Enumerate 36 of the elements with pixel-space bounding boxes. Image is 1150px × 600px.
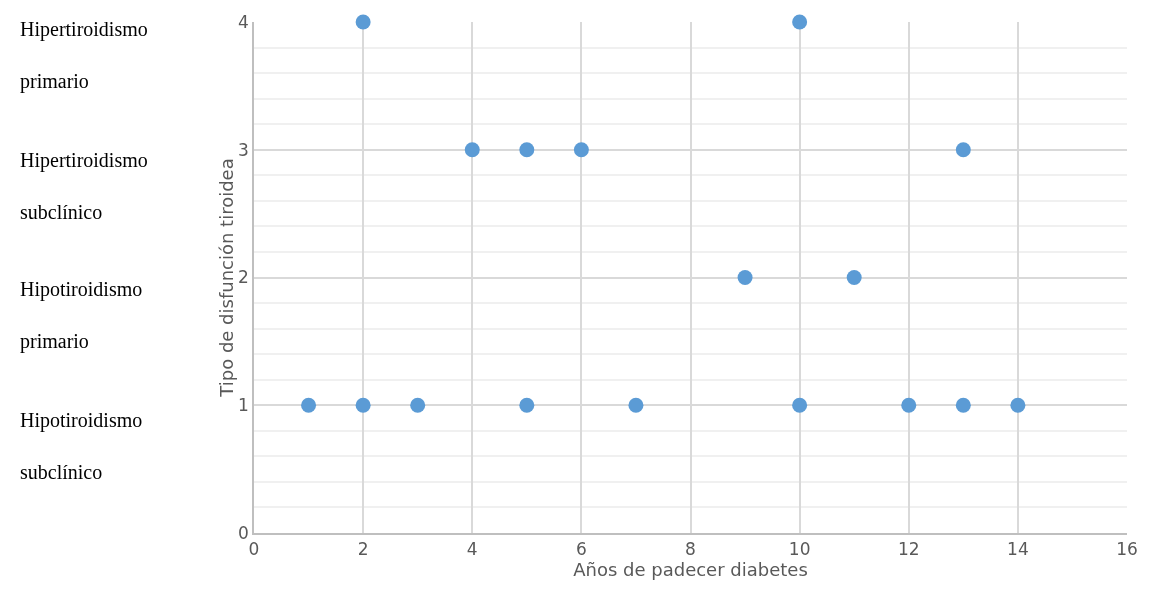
point — [573, 142, 589, 158]
x-tick-label: 14 — [1007, 539, 1029, 560]
point — [737, 270, 753, 285]
y-tick-label: 2 — [238, 267, 249, 288]
y-tick-label: 4 — [238, 11, 249, 32]
point — [355, 397, 371, 413]
x-tick-label: 8 — [685, 539, 696, 560]
point — [1010, 397, 1026, 413]
x-tick-label: 12 — [897, 539, 920, 560]
point — [955, 142, 971, 158]
point — [628, 397, 644, 413]
y-tick-label: 0 — [238, 522, 249, 543]
point — [410, 397, 426, 413]
text: Hipotiroidismo subclínico — [20, 409, 143, 483]
text: Hipotiroidismo primario — [20, 278, 143, 352]
text: Hipertiroidismo primario — [20, 18, 148, 92]
point — [792, 397, 808, 413]
point — [464, 142, 480, 158]
point — [846, 270, 862, 285]
point — [519, 142, 535, 158]
point — [955, 397, 971, 413]
text: Hipertiroidismo subclínico — [20, 149, 148, 223]
x-tick-label: 4 — [466, 539, 478, 560]
x-tick-label: 6 — [575, 539, 587, 560]
y-tick-label: 3 — [238, 139, 249, 160]
x-tick-label: 10 — [788, 539, 811, 560]
y-tick-label: 1 — [238, 395, 249, 416]
point — [519, 397, 535, 413]
y-axis-title: Tipo de disfunción tiroidea — [215, 158, 237, 398]
point — [901, 397, 917, 413]
x-tick-label: 2 — [357, 539, 369, 560]
x-tick-label: 16 — [1116, 539, 1138, 560]
x-axis-title: Años de padecer diabetes — [573, 559, 808, 581]
point — [355, 14, 371, 30]
point — [792, 14, 808, 30]
point — [301, 397, 317, 413]
